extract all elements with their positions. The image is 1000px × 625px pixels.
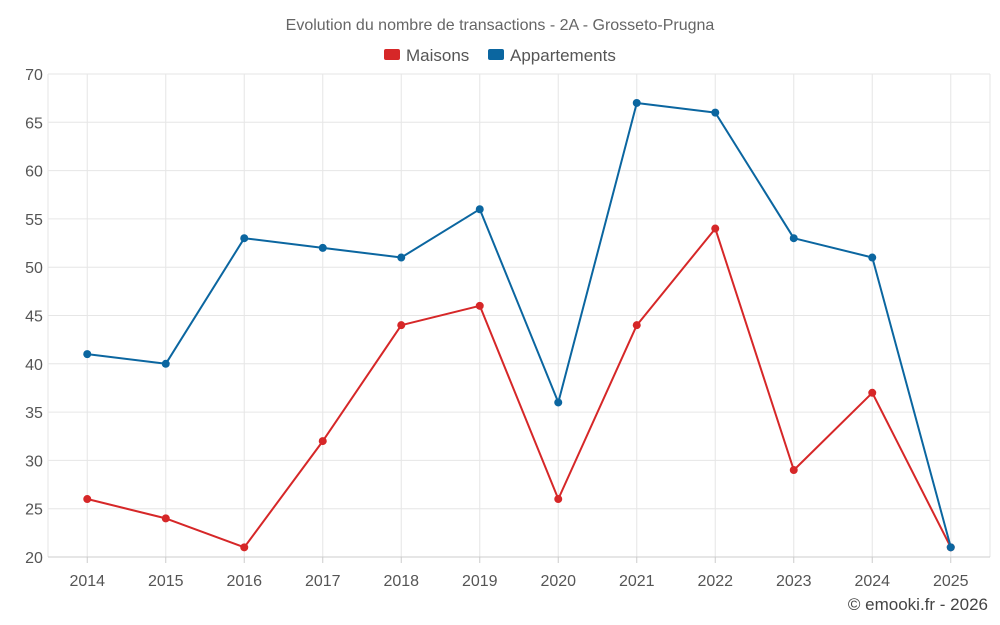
legend-item-appartements[interactable]: Appartements [488,46,616,65]
data-point-appartements[interactable] [711,108,720,117]
x-tick-label: 2024 [854,573,890,590]
x-tick-label: 2025 [933,573,969,590]
y-tick-label: 65 [25,115,43,132]
y-tick-label: 25 [25,502,43,519]
y-tick-label: 20 [25,550,43,567]
y-tick-label: 35 [25,405,43,422]
legend-label: Maisons [406,46,469,65]
data-point-appartements[interactable] [868,253,877,262]
legend: Maisons Appartements [384,46,616,65]
y-tick-label: 60 [25,164,43,181]
x-tick-label: 2020 [540,573,576,590]
data-point-maisons[interactable] [632,321,641,330]
y-tick-label: 70 [25,67,43,84]
data-point-maisons[interactable] [868,388,877,397]
data-point-appartements[interactable] [318,243,327,252]
data-point-appartements[interactable] [397,253,406,262]
y-tick-label: 55 [25,212,43,229]
x-tick-label: 2018 [383,573,419,590]
y-tick-label: 50 [25,260,43,277]
series-layer [83,98,955,552]
y-tick-label: 45 [25,309,43,326]
y-tick-label: 40 [25,357,43,374]
legend-swatch [384,49,400,60]
series-line-appartements [87,102,952,548]
data-point-maisons[interactable] [711,224,720,233]
data-point-appartements[interactable] [946,543,955,552]
data-point-maisons[interactable] [789,466,798,475]
data-point-appartements[interactable] [632,98,641,107]
x-tick-label: 2015 [148,573,184,590]
data-point-appartements[interactable] [789,234,798,243]
data-point-maisons[interactable] [318,437,327,446]
x-tick-label: 2019 [462,573,498,590]
data-point-maisons[interactable] [240,543,249,552]
credit-text: © emooki.fr - 2026 [848,595,988,614]
x-tick-label: 2021 [619,573,655,590]
legend-item-maisons[interactable]: Maisons [384,46,469,65]
x-tick-label: 2014 [69,573,105,590]
x-tick-label: 2017 [305,573,341,590]
data-point-maisons[interactable] [397,321,406,330]
data-point-appartements[interactable] [83,350,92,359]
x-tick-label: 2016 [226,573,262,590]
y-axis: 20 25 30 35 40 45 50 55 60 65 70 [25,67,43,567]
data-point-appartements[interactable] [554,398,563,407]
grid [47,73,991,558]
x-tick-label: 2022 [697,573,733,590]
data-point-appartements[interactable] [240,234,249,243]
x-axis: 2014 2015 2016 2017 2018 2019 2020 2021 2022 2023… [48,556,990,590]
data-point-appartements[interactable] [161,359,170,368]
legend-swatch [488,49,504,60]
legend-label: Appartements [510,46,616,65]
data-point-maisons[interactable] [83,495,92,504]
y-tick-label: 30 [25,453,43,470]
data-point-appartements[interactable] [475,205,484,214]
data-point-maisons[interactable] [161,514,170,523]
chart-title: Evolution du nombre de transactions - 2A… [286,17,715,34]
x-tick-label: 2023 [776,573,812,590]
data-point-maisons[interactable] [475,301,484,310]
data-point-maisons[interactable] [554,495,563,504]
series-line-maisons [87,227,952,549]
